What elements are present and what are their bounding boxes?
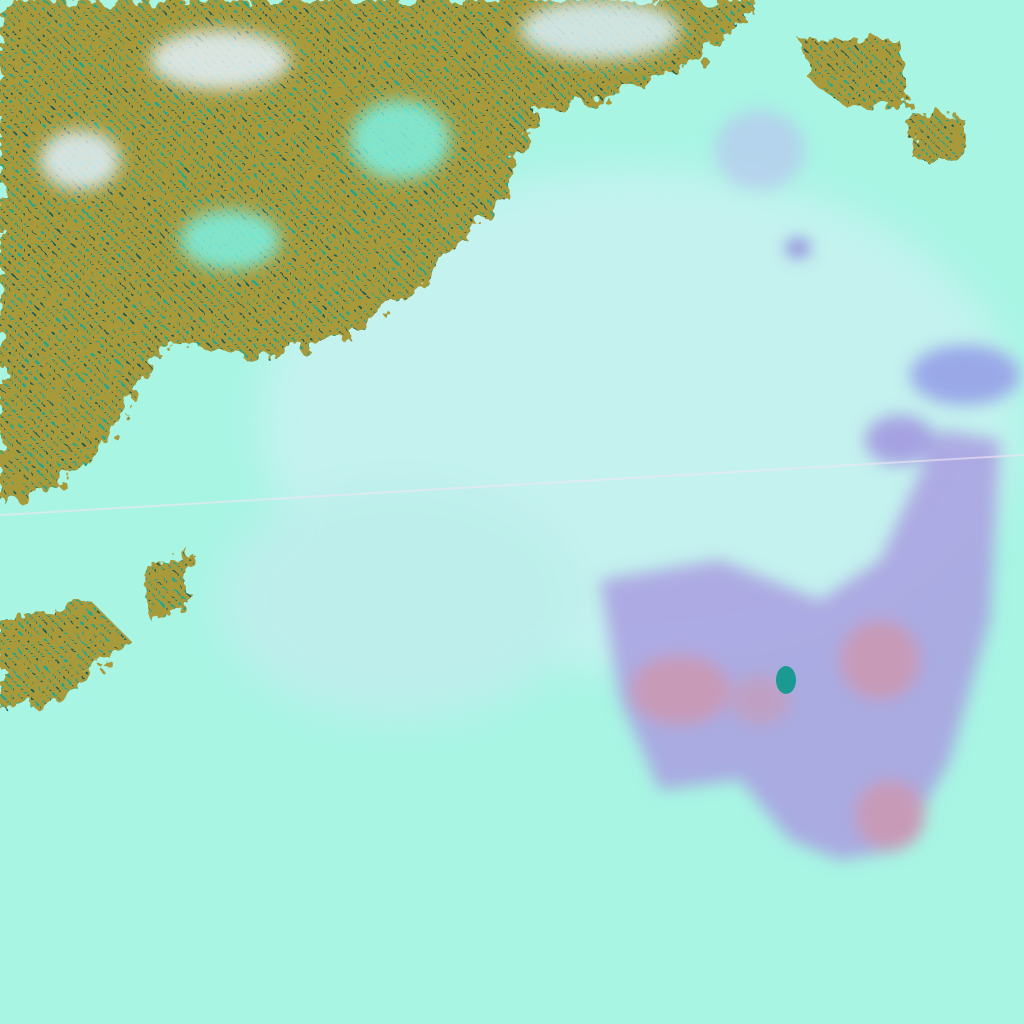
land-mass-north (0, 0, 965, 710)
dark-island (776, 666, 796, 694)
scan-line (0, 454, 1024, 516)
cloud-gaps (40, 0, 680, 270)
violet-cloud-system (600, 110, 1020, 860)
